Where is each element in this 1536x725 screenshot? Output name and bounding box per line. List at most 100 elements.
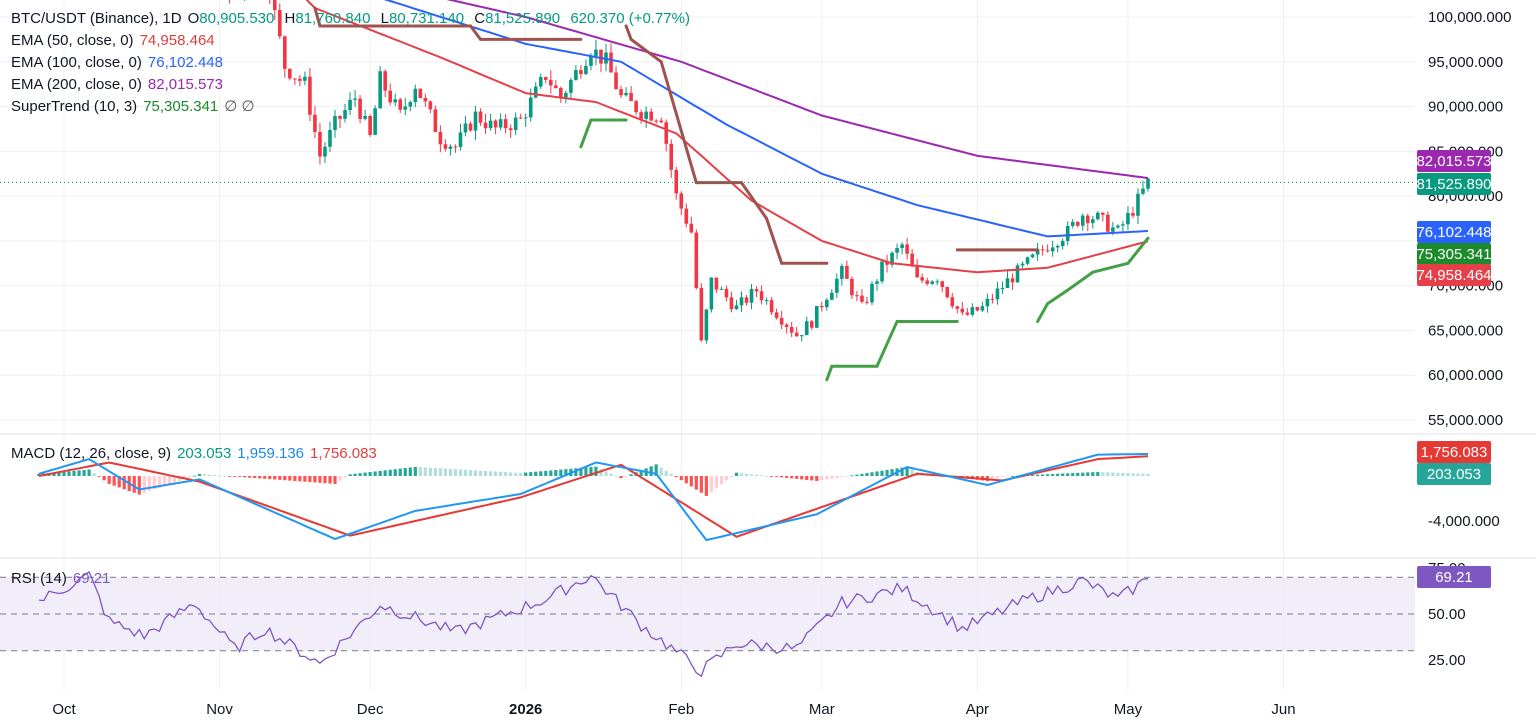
macd-histogram-bar — [473, 470, 478, 476]
macd-histogram-bar — [1111, 472, 1115, 476]
price-axis-tick: 55,000.000 — [1428, 412, 1503, 429]
candle-body — [739, 297, 744, 306]
candle-body — [809, 321, 814, 328]
legend-macd[interactable]: MACD (12, 26, close, 9) 203.053 1,959.136 1… — [11, 443, 383, 465]
macd-histogram-bar — [649, 466, 653, 476]
legend-supertrend[interactable]: SuperTrend (10, 3) 75,305.341 ∅ ∅ — [11, 96, 261, 118]
candle-body — [403, 106, 408, 110]
macd-histogram-bar — [805, 476, 809, 480]
macd-histogram-bar — [995, 476, 1000, 478]
candle-body — [413, 88, 418, 103]
macd-histogram-bar — [368, 472, 372, 476]
supertrend-segment — [1091, 261, 1130, 274]
candle-body — [584, 65, 588, 75]
macd-histogram-bar — [780, 476, 784, 478]
macd-histogram-bar — [524, 472, 528, 476]
macd-histogram-bar — [483, 470, 488, 476]
candle-body — [945, 286, 950, 298]
macd-histogram-bar — [222, 475, 227, 477]
macd-histogram-bar — [609, 473, 613, 476]
macd-histogram-bar — [433, 468, 437, 476]
macd-histogram-bar — [358, 473, 362, 476]
supertrend-segment — [765, 217, 784, 265]
macd-histogram-bar — [664, 470, 668, 476]
candle-body — [995, 288, 1000, 300]
supertrend-segment — [825, 364, 834, 382]
macd-histogram-bar — [1046, 474, 1050, 476]
macd-histogram-bar — [142, 476, 146, 493]
candle-body — [699, 287, 704, 341]
candle-body — [1055, 246, 1060, 248]
macd-histogram-bar — [534, 471, 538, 476]
candle-body — [1060, 240, 1065, 247]
macd-histogram-bar — [313, 476, 317, 483]
macd-histogram-bar — [303, 476, 307, 482]
macd-histogram-bar — [147, 476, 151, 492]
legend-ema100[interactable]: EMA (100, close, 0) 76,102.448 — [11, 52, 229, 74]
macd-histogram-bar — [243, 476, 247, 478]
macd-histogram-bar — [1081, 472, 1085, 476]
macd-histogram-bar — [52, 472, 56, 476]
macd-histogram-bar — [770, 476, 774, 477]
candle-body — [353, 98, 357, 100]
price-axis-tick: 90,000.000 — [1428, 99, 1503, 116]
candle-body — [940, 281, 945, 287]
rsi-axis-tick: 50.00 — [1428, 606, 1466, 623]
legend-rsi[interactable]: RSI (14) 69.21 — [11, 568, 116, 590]
macd-histogram-bar — [438, 468, 442, 476]
candle-body — [463, 123, 468, 133]
low-label: L — [380, 10, 389, 27]
ema50-line — [305, 0, 1149, 274]
candle-body — [388, 90, 393, 103]
macd-histogram-bar — [554, 470, 558, 476]
macd-histogram-bar — [850, 475, 854, 477]
rsi-label: RSI (14) — [11, 570, 67, 587]
candle-body — [860, 295, 864, 302]
macd-histogram-bar — [398, 468, 402, 476]
macd-histogram-bar — [383, 470, 387, 476]
candle-body — [920, 277, 924, 281]
macd-line-value: 1,959.136 — [237, 445, 305, 462]
legend-ema50[interactable]: EMA (50, close, 0) 74,958.464 — [11, 30, 221, 52]
candle-body — [1116, 225, 1120, 228]
candle-body — [634, 101, 638, 113]
macd-histogram-bar — [1000, 476, 1005, 477]
macd-histogram-bar — [278, 476, 282, 480]
candle-body — [1101, 212, 1105, 215]
candle-body — [714, 277, 719, 290]
candle-body — [679, 193, 684, 209]
candle-body — [333, 115, 337, 130]
macd-line — [38, 453, 1148, 542]
candle-body — [418, 88, 423, 98]
macd-histogram-bar — [152, 476, 156, 490]
price-axis-tick: 100,000.000 — [1428, 9, 1511, 26]
macd-histogram-bar — [298, 476, 302, 482]
open-value: 80,905.530 — [199, 10, 275, 27]
macd-histogram-bar — [584, 467, 588, 476]
macd-histogram-bar — [785, 476, 789, 478]
macd-histogram-bar — [162, 476, 166, 486]
macd-histogram-bar — [865, 473, 869, 476]
macd-histogram-bar — [57, 472, 61, 476]
macd-histogram-bar — [468, 470, 473, 476]
macd-histogram-bar — [734, 472, 739, 476]
macd-histogram-bar — [353, 473, 357, 476]
macd-histogram-bar — [1126, 473, 1130, 476]
macd-signal-badge-text: 1,756.083 — [1421, 444, 1488, 461]
macd-histogram-bar — [403, 468, 407, 476]
candle-body — [528, 97, 533, 118]
candle-body — [704, 309, 709, 341]
macd-histogram-bar — [67, 471, 71, 476]
candle-body — [483, 122, 488, 129]
candle-body — [313, 114, 317, 132]
legend-ema200[interactable]: EMA (200, close, 0) 82,015.573 — [11, 74, 229, 96]
ema100-line — [383, 0, 1149, 238]
ema200-line — [446, 0, 1149, 180]
candle-body — [533, 86, 538, 98]
price-axis-tick: 95,000.000 — [1428, 54, 1503, 71]
time-axis-tick: Apr — [966, 701, 989, 718]
candle-body — [574, 69, 578, 80]
candle-body — [955, 306, 960, 309]
candle-body — [523, 117, 528, 119]
